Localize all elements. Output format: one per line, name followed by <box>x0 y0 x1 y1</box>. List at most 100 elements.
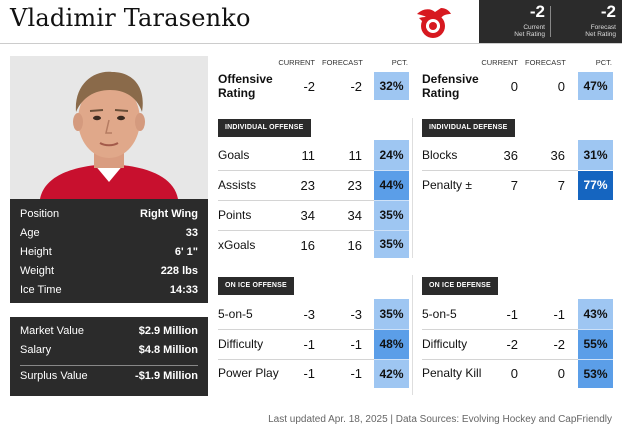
contract-box: Market Value $2.9 Million Salary $4.8 Mi… <box>10 317 208 396</box>
stat-current-penalty-plus-minus: 7 <box>510 178 518 193</box>
surplus-value-row: Surplus Value -$1.9 Million <box>20 370 198 382</box>
defensive-rating-current: 0 <box>510 79 518 94</box>
current-net-rating-value: -2 <box>529 2 545 21</box>
stat-label-points: Points <box>218 208 252 222</box>
panel-divider-bottom <box>412 275 413 395</box>
stat-pct-offense-5on5: 35% <box>374 299 409 329</box>
stat-label-penalty-plus-minus: Penalty ± <box>422 178 472 192</box>
forecast-net-rating-label-2: Net Rating <box>585 31 616 38</box>
stat-current-assists: 23 <box>300 178 315 193</box>
stat-label-penalty-kill: Penalty Kill <box>422 366 482 380</box>
stat-forecast-assists: 23 <box>347 178 362 193</box>
stat-pct-goals: 24% <box>374 140 409 170</box>
stat-label-blocks: Blocks <box>422 148 458 162</box>
defense-col-current: CURRENT <box>481 58 518 67</box>
forecast-net-rating-value: -2 <box>600 2 616 21</box>
stat-current-points: 34 <box>300 208 315 223</box>
offense-col-forecast: FORECAST <box>322 58 363 67</box>
row-divider <box>218 329 374 330</box>
profile-row-ice-time: Ice Time 14:33 <box>20 284 198 296</box>
stat-label-offense-difficulty: Difficulty <box>218 337 264 351</box>
stat-label-xgoals: xGoals <box>218 238 256 252</box>
stat-forecast-goals: 11 <box>348 148 363 163</box>
header: Vladimir Tarasenko -2 Current Net Rating <box>0 0 622 43</box>
player-name: Vladimir Tarasenko <box>10 4 251 32</box>
stat-pct-offense-difficulty: 48% <box>374 330 409 359</box>
player-photo <box>10 56 208 199</box>
current-net-rating-label-2: Net Rating <box>514 31 545 38</box>
current-net-rating: -2 Current Net Rating <box>479 0 550 43</box>
current-net-rating-label-1: Current <box>523 24 545 31</box>
contract-divider <box>20 365 198 366</box>
stat-forecast-penalty-plus-minus: 7 <box>557 178 565 193</box>
row-divider <box>422 359 578 360</box>
on-ice-defense-tag: ON ICE DEFENSE <box>422 277 498 295</box>
offensive-rating-forecast: -2 <box>350 79 362 94</box>
stat-pct-defense-5on5: 43% <box>578 299 613 329</box>
defensive-rating-label: Defensive Rating <box>422 72 479 100</box>
stat-label-power-play: Power Play <box>218 366 279 380</box>
market-value-row: Market Value $2.9 Million <box>20 325 198 337</box>
stat-current-defense-5on5: -1 <box>506 307 518 322</box>
stat-forecast-points: 34 <box>347 208 362 223</box>
on-ice-offense-tag: ON ICE OFFENSE <box>218 277 294 295</box>
stat-forecast-penalty-kill: 0 <box>557 366 565 381</box>
stat-pct-defense-difficulty: 55% <box>578 330 613 359</box>
stat-current-offense-difficulty: -1 <box>303 337 315 352</box>
footer-source-note: Last updated Apr. 18, 2025 | Data Source… <box>268 414 612 425</box>
stat-label-defense-5on5: 5-on-5 <box>422 307 457 321</box>
individual-defense-tag: INDIVIDUAL DEFENSE <box>422 119 515 137</box>
profile-row-weight: Weight 228 lbs <box>20 265 198 277</box>
stat-pct-xgoals: 35% <box>374 231 409 258</box>
profile-row-age: Age 33 <box>20 227 198 239</box>
stat-pct-assists: 44% <box>374 171 409 200</box>
red-wings-logo-icon <box>417 8 451 38</box>
stat-label-defense-difficulty: Difficulty <box>422 337 468 351</box>
stat-forecast-offense-difficulty: -1 <box>350 337 362 352</box>
stat-pct-power-play: 42% <box>374 360 409 388</box>
salary-row: Salary $4.8 Million <box>20 344 198 356</box>
offense-col-current: CURRENT <box>278 58 315 67</box>
stat-pct-points: 35% <box>374 201 409 230</box>
stat-current-goals: 11 <box>301 148 316 163</box>
row-divider <box>218 170 374 171</box>
stat-forecast-defense-5on5: -1 <box>553 307 565 322</box>
stat-forecast-xgoals: 16 <box>347 238 362 253</box>
defensive-rating-pct: 47% <box>578 72 613 100</box>
offensive-rating-pct: 32% <box>374 72 409 100</box>
forecast-net-rating: -2 Forecast Net Rating <box>550 0 621 43</box>
row-divider <box>422 329 578 330</box>
defensive-rating-forecast: 0 <box>557 79 565 94</box>
stat-label-offense-5on5: 5-on-5 <box>218 307 253 321</box>
stat-pct-penalty-kill: 53% <box>578 360 613 388</box>
rating-divider <box>550 6 551 37</box>
stat-current-power-play: -1 <box>303 366 315 381</box>
stat-current-penalty-kill: 0 <box>510 366 518 381</box>
net-rating-box: -2 Current Net Rating -2 Forecast Net Ra… <box>479 0 622 43</box>
defense-col-pct: PCT. <box>595 58 612 67</box>
header-divider <box>0 43 622 44</box>
stat-label-assists: Assists <box>218 178 257 192</box>
stat-current-offense-5on5: -3 <box>303 307 315 322</box>
stat-forecast-blocks: 36 <box>550 148 565 163</box>
player-profile: Position Right Wing Age 33 Height 6' 1" … <box>10 199 208 303</box>
stat-current-xgoals: 16 <box>300 238 315 253</box>
stat-current-defense-difficulty: -2 <box>506 337 518 352</box>
individual-offense-tag: INDIVIDUAL OFFENSE <box>218 119 311 137</box>
stat-forecast-offense-5on5: -3 <box>350 307 362 322</box>
stat-current-blocks: 36 <box>503 148 518 163</box>
panel-divider-top <box>412 118 413 258</box>
offense-col-pct: PCT. <box>391 58 408 67</box>
stat-pct-penalty-plus-minus: 77% <box>578 171 613 200</box>
stat-label-goals: Goals <box>218 148 250 162</box>
offensive-rating-label: Offensive Rating <box>218 72 273 100</box>
profile-row-height: Height 6' 1" <box>20 246 198 258</box>
stat-forecast-defense-difficulty: -2 <box>553 337 565 352</box>
stat-pct-blocks: 31% <box>578 140 613 170</box>
defense-col-forecast: FORECAST <box>525 58 566 67</box>
offensive-rating-current: -2 <box>303 79 315 94</box>
row-divider <box>218 359 374 360</box>
row-divider <box>218 200 374 201</box>
stat-forecast-power-play: -1 <box>350 366 362 381</box>
row-divider <box>422 170 578 171</box>
